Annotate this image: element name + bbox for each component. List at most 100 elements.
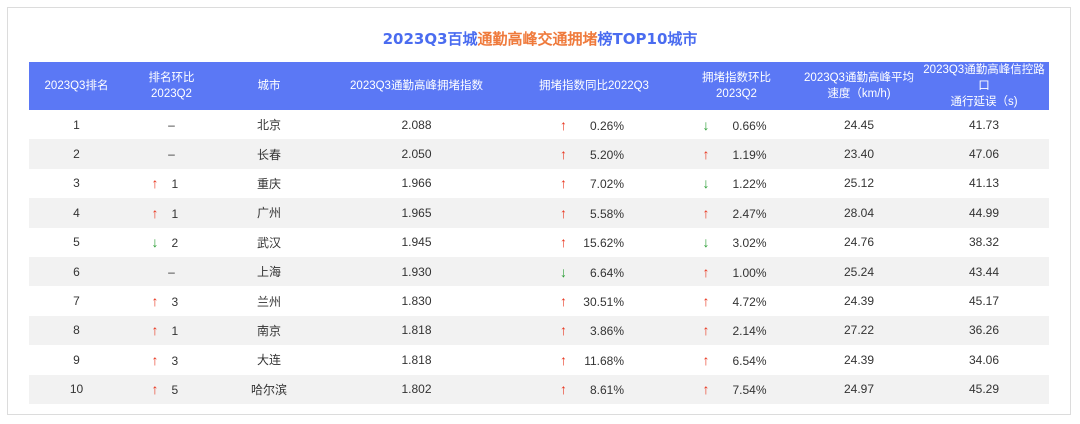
rank-cell: 3	[73, 176, 80, 191]
intersection-delay-cell: 41.73	[968, 117, 1000, 132]
arrow-up-icon: ↑	[151, 204, 159, 221]
congestion-index-cell: 1.966	[401, 176, 432, 191]
percent-value: 1.19%	[732, 148, 767, 163]
congestion-index-cell: 2.088	[401, 117, 432, 132]
qoq-change-cell: ↑ 7.54%	[674, 374, 799, 404]
city-cell: 广州	[219, 198, 319, 228]
percent-value: 0.66%	[732, 118, 767, 133]
table-row: 2 – 长春 2.050 ↑ 5.20% ↑ 1.19% 23.40 47.06	[29, 139, 1049, 169]
avg-speed-cell: 24.39	[843, 352, 875, 367]
intersection-delay-cell: 34.06	[968, 352, 1000, 367]
percent-value: 30.51%	[583, 295, 624, 310]
rank-cell: 5	[73, 235, 80, 250]
qoq-change-cell: ↑ 1.00%	[674, 256, 799, 287]
percent-value: 6.64%	[589, 265, 624, 280]
intersection-delay-cell: 36.26	[919, 315, 1049, 346]
avg-speed-cell: 24.45	[843, 117, 875, 132]
rank-cell: 8	[29, 315, 124, 346]
qoq-change-cell: ↓ 3.02%	[674, 228, 799, 257]
arrow-up-icon: ↑	[702, 381, 710, 398]
percent-value: 3.02%	[732, 236, 767, 251]
rank-change-value: 3	[171, 353, 179, 368]
arrow-up-icon: ↑	[702, 263, 710, 280]
table-row: 7 ↑ 3 兰州 1.830 ↑ 30.51% ↑ 4.72% 24.39 45.17	[29, 286, 1049, 315]
intersection-delay-cell: 45.17	[968, 294, 1000, 309]
avg-speed-cell: 25.12	[843, 176, 875, 191]
intersection-delay-cell: 47.06	[919, 139, 1049, 169]
percent-value: 2.14%	[732, 324, 767, 339]
intersection-delay-cell: 41.13	[968, 176, 1000, 191]
percent-value: 1.22%	[732, 177, 767, 192]
qoq-change-cell: ↓ 0.66%	[674, 110, 799, 139]
table-row: 10 ↑ 5 哈尔滨 1.802 ↑ 8.61% ↑ 7.54% 24.97 45.29	[29, 374, 1049, 404]
congestion-index-cell: 1.830	[401, 294, 432, 309]
arrow-up-icon: ↑	[702, 293, 710, 310]
table-row: 3 ↑ 1 重庆 1.966 ↑ 7.02% ↓ 1.22% 25.12 41.13	[29, 169, 1049, 198]
percent-value: 8.61%	[589, 383, 624, 398]
percent-value: 7.02%	[589, 177, 624, 192]
intersection-delay-cell: 38.32	[968, 235, 1000, 250]
arrow-up-icon: ↑	[560, 116, 567, 133]
yoy-change-cell: ↑ 0.26%	[514, 110, 674, 139]
yoy-change-cell: ↑ 5.58%	[514, 198, 674, 228]
table-row: 5 ↓ 2 武汉 1.945 ↑ 15.62% ↓ 3.02% 24.76 38.32	[29, 228, 1049, 257]
table-row: 6 – 上海 1.930 ↓ 6.64% ↑ 1.00% 25.24 43.44	[29, 256, 1049, 287]
chart-title: 2023Q3百城通勤高峰交通拥堵榜TOP10城市	[8, 28, 1072, 49]
yoy-change-cell: ↑ 7.02%	[514, 169, 674, 198]
table-header-row: 2023Q3排名 排名环比 2023Q2 城市 2023Q3通勤高峰拥堵指数 拥堵指数同比…	[29, 62, 1049, 110]
arrow-up-icon: ↑	[151, 175, 159, 192]
avg-speed-cell: 28.04	[799, 198, 919, 228]
rank-change-cell: –	[124, 139, 219, 169]
rank-change-cell: ↑ 3	[124, 286, 219, 315]
rank-change-cell: ↑ 1	[124, 315, 219, 346]
table-row: 1 – 北京 2.088 ↑ 0.26% ↓ 0.66% 24.45 41.73	[29, 110, 1049, 139]
table-row: 9 ↑ 3 大连 1.818 ↑ 11.68% ↑ 6.54% 24.39 34.06	[29, 345, 1049, 374]
congestion-index-cell: 1.945	[401, 235, 432, 250]
yoy-change-cell: ↑ 30.51%	[514, 286, 674, 315]
percent-value: 3.86%	[589, 324, 624, 339]
qoq-change-cell: ↑ 6.54%	[674, 345, 799, 374]
rank-cell: 2	[29, 139, 124, 169]
yoy-change-cell: ↓ 6.64%	[514, 256, 674, 287]
rank-change-value: 1	[171, 206, 179, 221]
avg-speed-cell: 27.22	[799, 315, 919, 346]
title-part-3: 榜TOP10城市	[597, 30, 698, 48]
arrow-up-icon: ↑	[560, 175, 567, 192]
arrow-up-icon: ↑	[560, 322, 567, 339]
arrow-up-icon: ↑	[560, 381, 567, 398]
city-cell: 北京	[256, 118, 281, 133]
table-card: 2023Q3百城通勤高峰交通拥堵榜TOP10城市 2023Q3排名 排名环比 202…	[7, 7, 1071, 415]
percent-value: 5.58%	[589, 206, 624, 221]
table-row: 4 ↑ 1 广州 1.965 ↑ 5.58% ↑ 2.47% 28.04 44.99	[29, 198, 1049, 228]
percent-value: 1.00%	[732, 265, 767, 280]
intersection-delay-cell: 43.44	[919, 256, 1049, 287]
arrow-down-icon: ↓	[702, 234, 710, 251]
city-cell: 南京	[219, 315, 319, 346]
arrow-up-icon: ↑	[702, 204, 710, 221]
rank-cell: 9	[73, 352, 80, 367]
city-cell: 兰州	[256, 294, 281, 309]
percent-value: 7.54%	[732, 383, 767, 398]
rank-cell: 4	[29, 198, 124, 228]
arrow-down-icon: ↓	[702, 116, 710, 133]
arrow-up-icon: ↑	[151, 293, 159, 310]
percent-value: 4.72%	[732, 295, 767, 310]
column-header: 排名环比 2023Q2	[124, 62, 219, 110]
city-cell: 武汉	[256, 235, 281, 250]
rank-change-value: 3	[171, 295, 179, 310]
qoq-change-cell: ↑ 2.14%	[674, 315, 799, 346]
column-header: 2023Q3通勤高峰拥堵指数	[319, 62, 514, 110]
yoy-change-cell: ↑ 8.61%	[514, 374, 674, 404]
arrow-up-icon: ↑	[560, 204, 567, 221]
percent-value: 5.20%	[589, 148, 624, 163]
rank-cell: 10	[29, 374, 124, 404]
percent-value: 0.26%	[589, 118, 624, 133]
arrow-up-icon: ↑	[702, 322, 710, 339]
rank-change-cell: ↑ 3	[124, 345, 219, 374]
rank-change-cell: –	[124, 256, 219, 287]
city-cell: 大连	[256, 353, 281, 368]
ranking-table: 2023Q3排名 排名环比 2023Q2 城市 2023Q3通勤高峰拥堵指数 拥堵指数同比…	[29, 62, 1049, 404]
rank-change-value: 1	[171, 324, 179, 339]
rank-cell: 7	[73, 294, 80, 309]
arrow-down-icon: ↓	[560, 263, 567, 280]
